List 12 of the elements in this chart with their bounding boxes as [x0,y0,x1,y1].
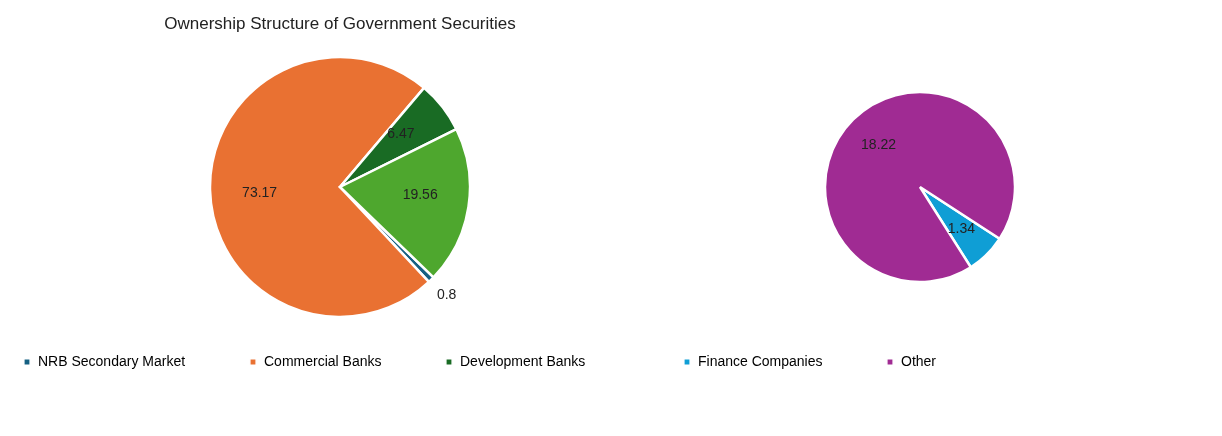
chart-title: Ownership Structure of Government Securities [164,14,516,33]
data-label: 6.47 [387,125,415,142]
data-label: 1.34 [947,219,976,236]
legend-label: Finance Companies [698,353,823,369]
data-label: 73.17 [242,184,278,201]
legend-label: Development Banks [460,353,586,369]
legend-label: Other [901,353,937,369]
data-label: 19.56 [402,186,438,203]
legend-label: NRB Secondary Market [38,353,186,369]
data-label: 18.22 [861,136,897,153]
data-label: 0.8 [436,286,457,303]
legend-label: Commercial Banks [264,353,382,369]
